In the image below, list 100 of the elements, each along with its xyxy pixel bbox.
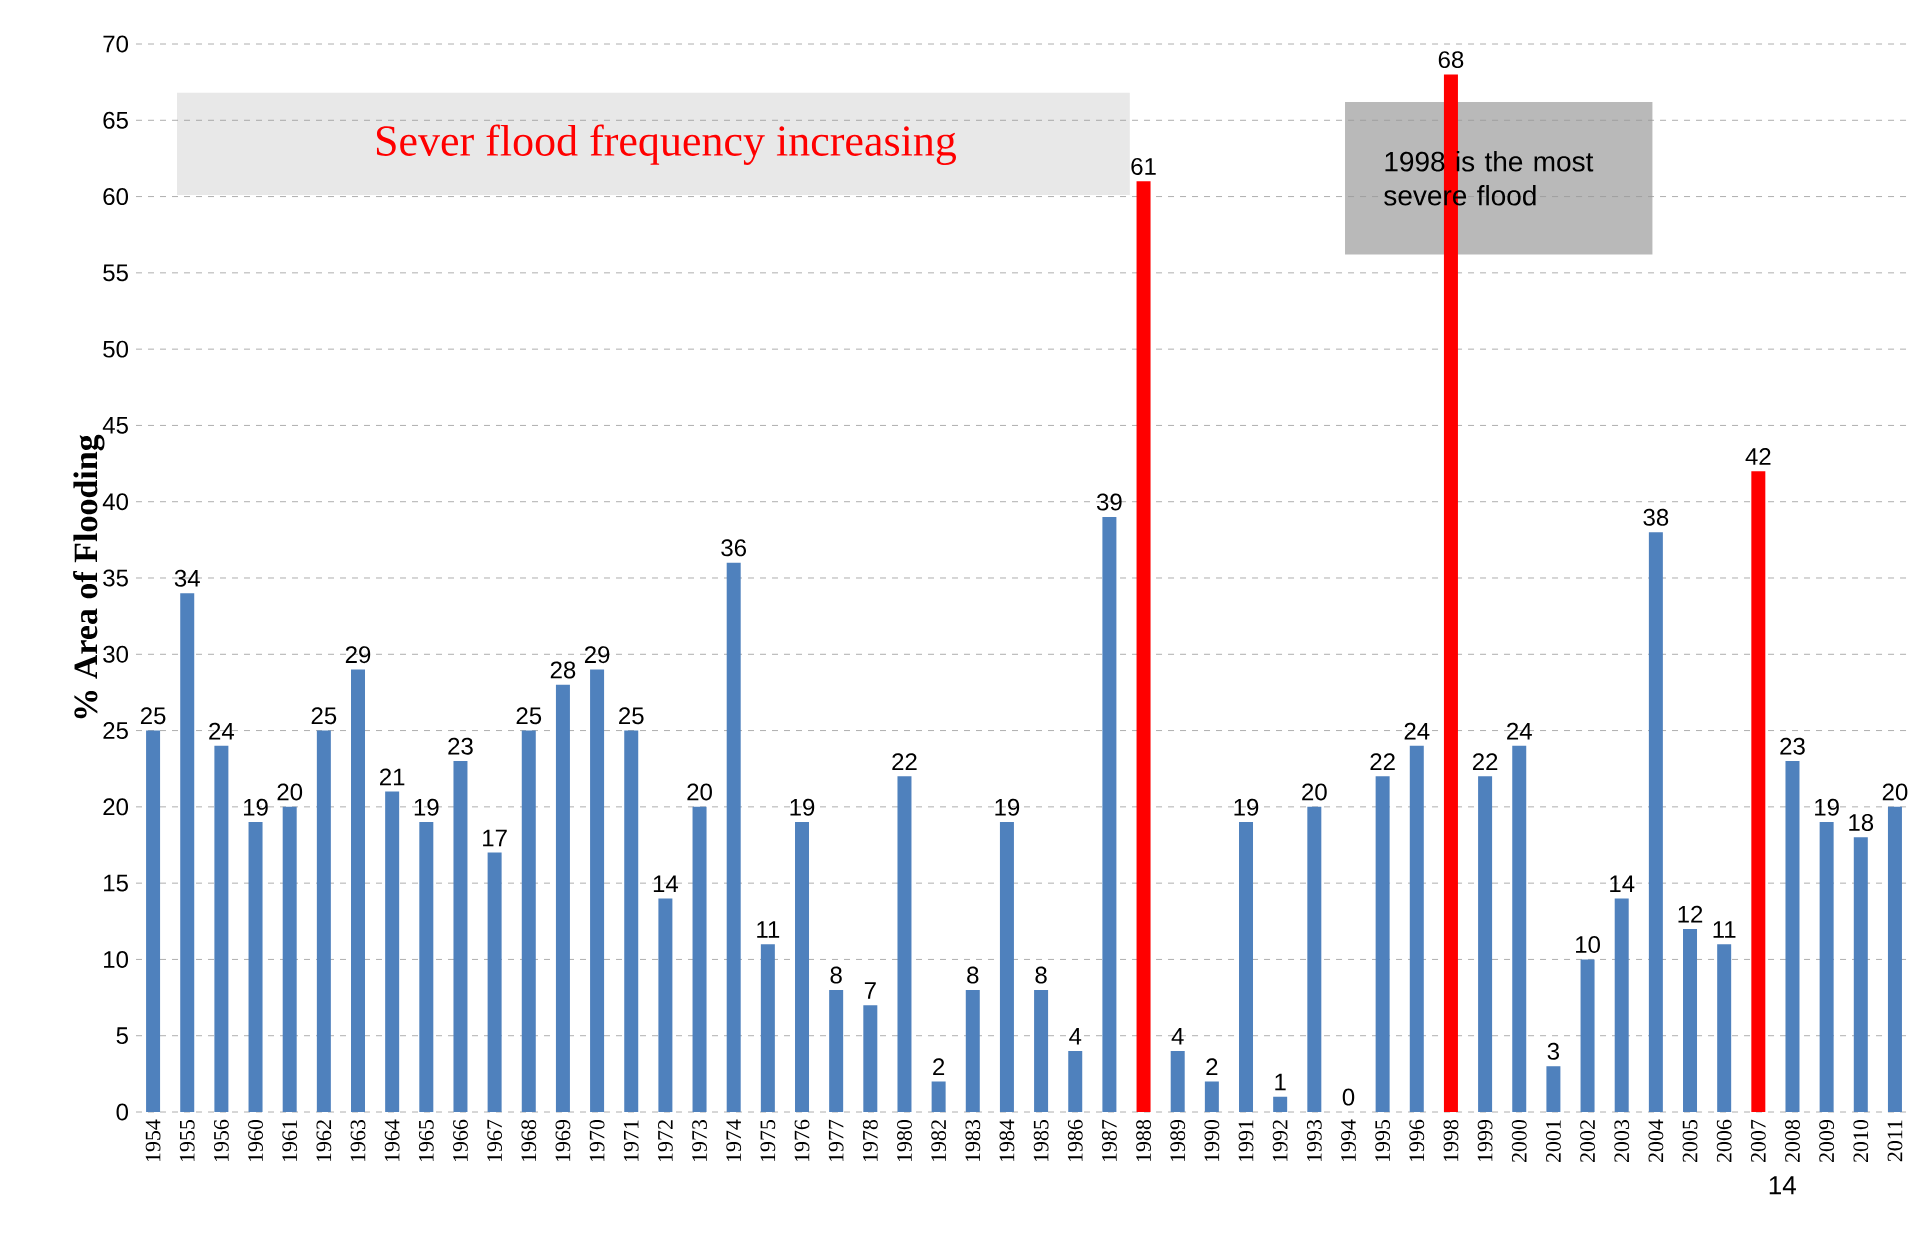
data-label: 25 [516,707,542,725]
annotation: Sever flood frequency increasing [376,124,956,165]
data-label: 11 [757,921,780,938]
bar [1375,776,1390,1112]
data-label: 23 [1780,737,1805,755]
data-label: 17 [483,829,507,847]
y-tick-label: 20 [103,798,128,816]
data-label: 7 [864,982,876,999]
x-tick-label: 1980 [897,1119,912,1162]
bar [1546,1066,1561,1112]
x-tick-label: 1988 [1136,1119,1151,1162]
bar [692,806,707,1112]
data-label: 2 [1206,1058,1218,1076]
bar [214,745,229,1112]
bar [1307,806,1322,1112]
bar [829,989,844,1112]
data-label: 8 [830,966,842,984]
bar [1068,1050,1083,1112]
x-tick-label: 1961 [282,1120,298,1162]
bar [1204,1081,1219,1112]
bar [146,730,161,1112]
data-label: 20 [1302,783,1327,801]
data-label: 36 [721,539,746,557]
data-label: 4 [1069,1028,1082,1045]
x-tick-label: 1996 [1409,1119,1425,1162]
data-label: 14 [1610,875,1635,892]
bar [999,822,1014,1112]
bar [1683,928,1698,1112]
x-tick-label: 1968 [521,1119,537,1162]
x-tick-label: 1971 [623,1120,639,1162]
x-tick-label: 2002 [1580,1120,1595,1163]
data-label: 24 [1507,722,1532,740]
x-tick-label: 1956 [214,1119,229,1162]
bar [1239,822,1254,1112]
bar [726,562,741,1112]
y-tick-label: 65 [103,111,128,129]
bar [1648,532,1663,1112]
bar [351,669,366,1112]
x-tick-label: 1967 [487,1119,503,1162]
x-tick-label: 1954 [145,1119,161,1162]
bar [1512,745,1527,1112]
data-label: 68 [1438,51,1464,69]
x-tick-label: 2000 [1511,1119,1527,1163]
data-label: 1 [1275,1073,1286,1091]
data-label: 19 [244,798,268,816]
bar [795,822,810,1112]
x-tick-label: 1989 [1170,1119,1186,1162]
data-label: 39 [1096,493,1122,511]
x-tick-label: 1973 [692,1119,707,1162]
x-tick-label: 1994 [1341,1119,1356,1162]
x-tick-label: 1965 [418,1119,434,1162]
data-label: 29 [584,646,610,664]
x-tick-label: 2001 [1546,1120,1561,1163]
bar [1887,806,1902,1112]
x-tick-label: 1976 [794,1119,810,1162]
x-tick-label: 1964 [384,1119,400,1162]
y-tick-label: 50 [103,340,128,358]
data-label: 22 [1370,753,1395,770]
bar [1034,989,1049,1112]
bar [760,944,775,1112]
y-tick-label: 25 [103,722,128,740]
data-label: 19 [1234,798,1259,816]
bar [1751,471,1766,1112]
bar [1273,1096,1288,1112]
y-tick-label: 55 [103,264,128,282]
data-label: 19 [995,798,1020,816]
bar [521,730,536,1112]
x-tick-label: 1985 [1033,1119,1049,1162]
y-tick-label: 30 [103,645,128,663]
x-tick-label: 1969 [555,1119,571,1162]
x-tick-label: 2010 [1853,1119,1869,1163]
data-label: 18 [1849,813,1874,831]
bar [1102,516,1117,1112]
text: 14 [1769,1176,1796,1195]
bar [555,684,570,1112]
data-label: 8 [967,966,979,984]
bar [1785,761,1800,1112]
x-tick-label: 1983 [965,1119,981,1162]
x-tick-label: 1977 [828,1119,844,1162]
data-label: 42 [1745,448,1771,465]
x-tick-label: 1995 [1375,1119,1391,1162]
x-tick-label: 1998 [1443,1119,1459,1162]
y-tick-label: 70 [103,35,128,53]
bar [863,1005,878,1112]
data-label: 21 [380,768,405,786]
data-label: 22 [1472,753,1498,770]
data-label: 38 [1643,508,1669,526]
data-label: 34 [174,569,200,587]
bar [1614,898,1629,1112]
bar [487,852,502,1112]
x-tick-label: 1970 [589,1119,605,1162]
x-tick-label: 1963 [350,1119,366,1162]
x-tick-label: 1966 [453,1119,468,1162]
x-tick-label: 2006 [1716,1119,1732,1163]
y-tick-label: 10 [104,950,128,968]
x-tick-label: 2008 [1785,1119,1800,1163]
data-label: 2 [933,1058,945,1076]
x-tick-label: 2004 [1648,1119,1664,1163]
y-tick-label: 5 [116,1027,128,1045]
y-tick-label: 0 [116,1103,129,1121]
